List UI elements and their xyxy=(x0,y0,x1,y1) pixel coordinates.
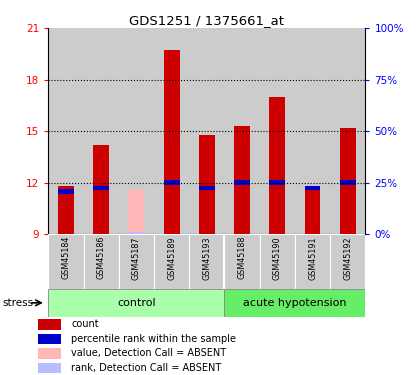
Text: GSM45193: GSM45193 xyxy=(202,236,211,279)
Bar xyxy=(38,319,61,330)
Bar xyxy=(154,234,189,289)
Bar xyxy=(330,28,365,234)
Text: count: count xyxy=(71,320,99,329)
Text: stress: stress xyxy=(2,298,33,308)
Bar xyxy=(93,186,109,190)
Bar xyxy=(58,186,74,234)
Bar xyxy=(269,180,285,185)
Text: GSM45190: GSM45190 xyxy=(273,236,282,279)
Bar xyxy=(84,28,119,234)
Text: percentile rank within the sample: percentile rank within the sample xyxy=(71,334,236,344)
Bar xyxy=(295,234,330,289)
Text: GSM45192: GSM45192 xyxy=(343,236,352,280)
Bar xyxy=(304,190,320,234)
Text: GSM45184: GSM45184 xyxy=(61,236,71,279)
Text: GSM45187: GSM45187 xyxy=(132,236,141,279)
Text: GSM45188: GSM45188 xyxy=(238,236,247,279)
Bar xyxy=(58,189,74,194)
Bar xyxy=(154,28,189,234)
Bar xyxy=(260,28,295,234)
Bar xyxy=(189,234,224,289)
Bar xyxy=(234,126,250,234)
Bar xyxy=(93,145,109,234)
Bar xyxy=(48,28,84,234)
Bar xyxy=(48,234,84,289)
Bar xyxy=(38,334,61,344)
Bar xyxy=(38,348,61,359)
Bar xyxy=(260,234,295,289)
Bar xyxy=(340,180,356,185)
Bar xyxy=(129,232,144,237)
Text: GSM45191: GSM45191 xyxy=(308,236,317,279)
Bar xyxy=(199,135,215,234)
Bar xyxy=(330,234,365,289)
Bar xyxy=(119,28,154,234)
Bar xyxy=(340,128,356,234)
Bar xyxy=(164,51,179,234)
Text: value, Detection Call = ABSENT: value, Detection Call = ABSENT xyxy=(71,348,226,358)
Bar xyxy=(304,186,320,190)
Bar xyxy=(164,180,179,185)
Bar xyxy=(48,289,224,317)
Bar xyxy=(269,97,285,234)
Bar xyxy=(84,234,119,289)
Text: GSM45189: GSM45189 xyxy=(167,236,176,279)
Bar xyxy=(119,234,154,289)
Text: acute hypotension: acute hypotension xyxy=(243,298,346,308)
Bar xyxy=(189,28,224,234)
Text: control: control xyxy=(117,298,156,308)
Bar xyxy=(38,363,61,373)
Text: GSM45186: GSM45186 xyxy=(97,236,106,279)
Bar xyxy=(199,186,215,190)
Bar xyxy=(129,190,144,234)
Bar xyxy=(224,289,365,317)
Bar xyxy=(224,28,260,234)
Bar xyxy=(295,28,330,234)
Text: rank, Detection Call = ABSENT: rank, Detection Call = ABSENT xyxy=(71,363,222,373)
Bar xyxy=(234,180,250,185)
Bar xyxy=(224,234,260,289)
Title: GDS1251 / 1375661_at: GDS1251 / 1375661_at xyxy=(129,14,284,27)
